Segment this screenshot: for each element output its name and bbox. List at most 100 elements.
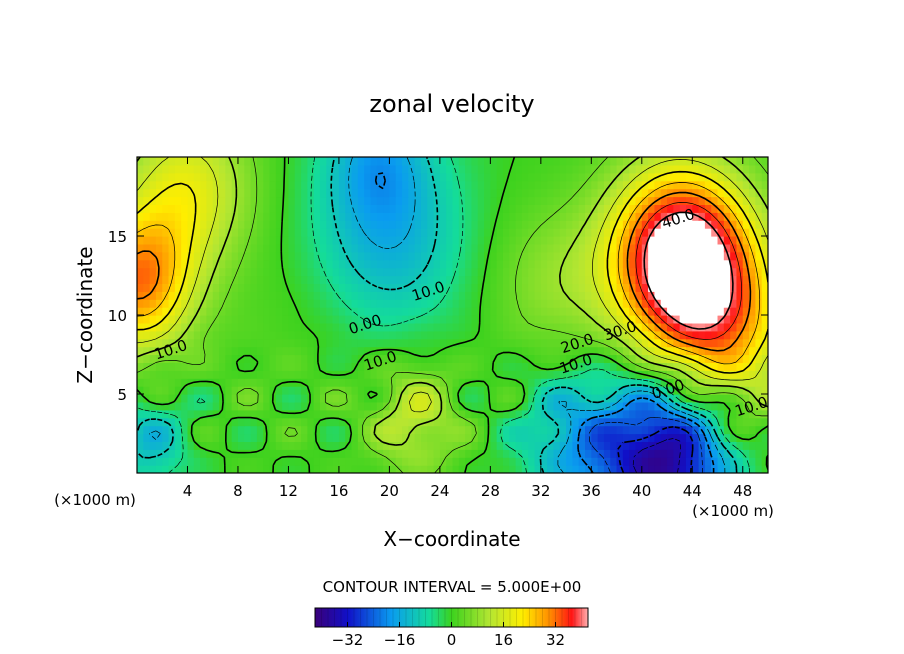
heatmap-cell (629, 417, 637, 427)
heatmap-cell (168, 394, 176, 403)
heatmap-cell (231, 433, 239, 442)
heatmap-cell (591, 267, 599, 277)
heatmap-cell (446, 465, 454, 473)
heatmap-cell (540, 417, 548, 427)
heatmap-cell (616, 465, 624, 473)
heatmap-cell (509, 267, 517, 277)
heatmap-cell (698, 283, 706, 292)
heatmap-cell (376, 188, 384, 198)
heatmap-cell (332, 180, 340, 190)
heatmap-cell (749, 386, 756, 395)
heatmap-cell (509, 433, 517, 442)
heatmap-cell (458, 259, 466, 269)
heatmap-cell (654, 449, 662, 458)
heatmap-cell (357, 417, 365, 427)
heatmap-cell (395, 188, 403, 198)
heatmap-cell (629, 212, 637, 221)
heatmap-cell (471, 354, 479, 363)
heatmap-cell (294, 164, 302, 174)
heatmap-cell (357, 164, 365, 174)
heatmap-cell (174, 346, 182, 356)
heatmap-cell (237, 275, 245, 284)
heatmap-cell (326, 157, 334, 166)
heatmap-cell (660, 322, 668, 332)
heatmap-cell (345, 283, 353, 292)
heatmap-cell (559, 188, 567, 198)
heatmap-cell (685, 164, 693, 174)
heatmap-cell (420, 243, 428, 253)
heatmap-cell (408, 322, 416, 332)
heatmap-cell (200, 465, 208, 473)
heatmap-cell (622, 409, 630, 419)
heatmap-cell (446, 425, 454, 435)
heatmap-cell (667, 267, 674, 277)
heatmap-cell (370, 228, 378, 237)
heatmap-cell (490, 378, 498, 387)
heatmap-cell (635, 204, 643, 213)
heatmap-cell (641, 172, 649, 182)
heatmap-cell (168, 212, 176, 221)
heatmap-cell (212, 220, 220, 229)
heatmap-cell (465, 196, 473, 205)
heatmap-cell (288, 196, 296, 205)
heatmap-cell (351, 307, 359, 316)
heatmap-cell (521, 172, 529, 182)
heatmap-cell (376, 330, 384, 340)
heatmap-cell (692, 362, 700, 371)
heatmap-cell (338, 283, 346, 292)
heatmap-cell (477, 378, 485, 387)
heatmap-cell (736, 259, 744, 269)
heatmap-cell (496, 354, 504, 363)
heatmap-cell (540, 370, 548, 379)
heatmap-cell (357, 196, 365, 205)
heatmap-cell (673, 291, 681, 300)
heatmap-cell (402, 275, 409, 284)
heatmap-cell (723, 236, 731, 245)
heatmap-cell (673, 401, 681, 411)
heatmap-cell (439, 449, 447, 458)
heatmap-cell (307, 204, 315, 213)
heatmap-cell (597, 441, 605, 450)
heatmap-cell (345, 164, 353, 174)
heatmap-cell (484, 259, 491, 269)
heatmap-cell (332, 259, 340, 269)
heatmap-cell (477, 441, 485, 450)
heatmap-cell (439, 378, 447, 387)
heatmap-cell (572, 362, 580, 371)
heatmap-cell (667, 417, 674, 427)
heatmap-cell (357, 157, 365, 166)
heatmap-cell (219, 267, 226, 277)
heatmap-cell (376, 220, 384, 229)
contour-line (137, 170, 768, 374)
heatmap-cell (143, 370, 151, 379)
heatmap-cell (509, 322, 517, 332)
heatmap-cell (572, 188, 580, 198)
heatmap-cell (263, 394, 271, 403)
heatmap-cell (319, 409, 327, 419)
heatmap-cell (420, 441, 428, 450)
heatmap-cell (326, 354, 334, 363)
heatmap-cell (591, 228, 599, 237)
heatmap-cell (629, 378, 637, 387)
heatmap-cell (603, 172, 611, 182)
heatmap-cell (357, 180, 365, 190)
heatmap-cell (301, 220, 308, 229)
heatmap-cell (578, 204, 586, 213)
heatmap-cell (237, 362, 245, 371)
heatmap-cell (294, 354, 302, 363)
heatmap-cell (364, 204, 372, 213)
heatmap-cell (591, 251, 599, 261)
heatmap-cell (383, 196, 390, 205)
heatmap-cell (155, 362, 163, 371)
heatmap-cell (585, 425, 592, 435)
heatmap-cell (452, 315, 460, 324)
heatmap-cell (275, 354, 283, 363)
heatmap-cell (446, 338, 454, 348)
heatmap-cell (471, 299, 479, 308)
heatmap-cell (540, 362, 548, 371)
heatmap-cell (603, 220, 611, 229)
heatmap-cell (730, 196, 738, 205)
heatmap-cell (723, 172, 731, 182)
heatmap-cell (219, 465, 226, 473)
heatmap-cell (193, 338, 201, 348)
